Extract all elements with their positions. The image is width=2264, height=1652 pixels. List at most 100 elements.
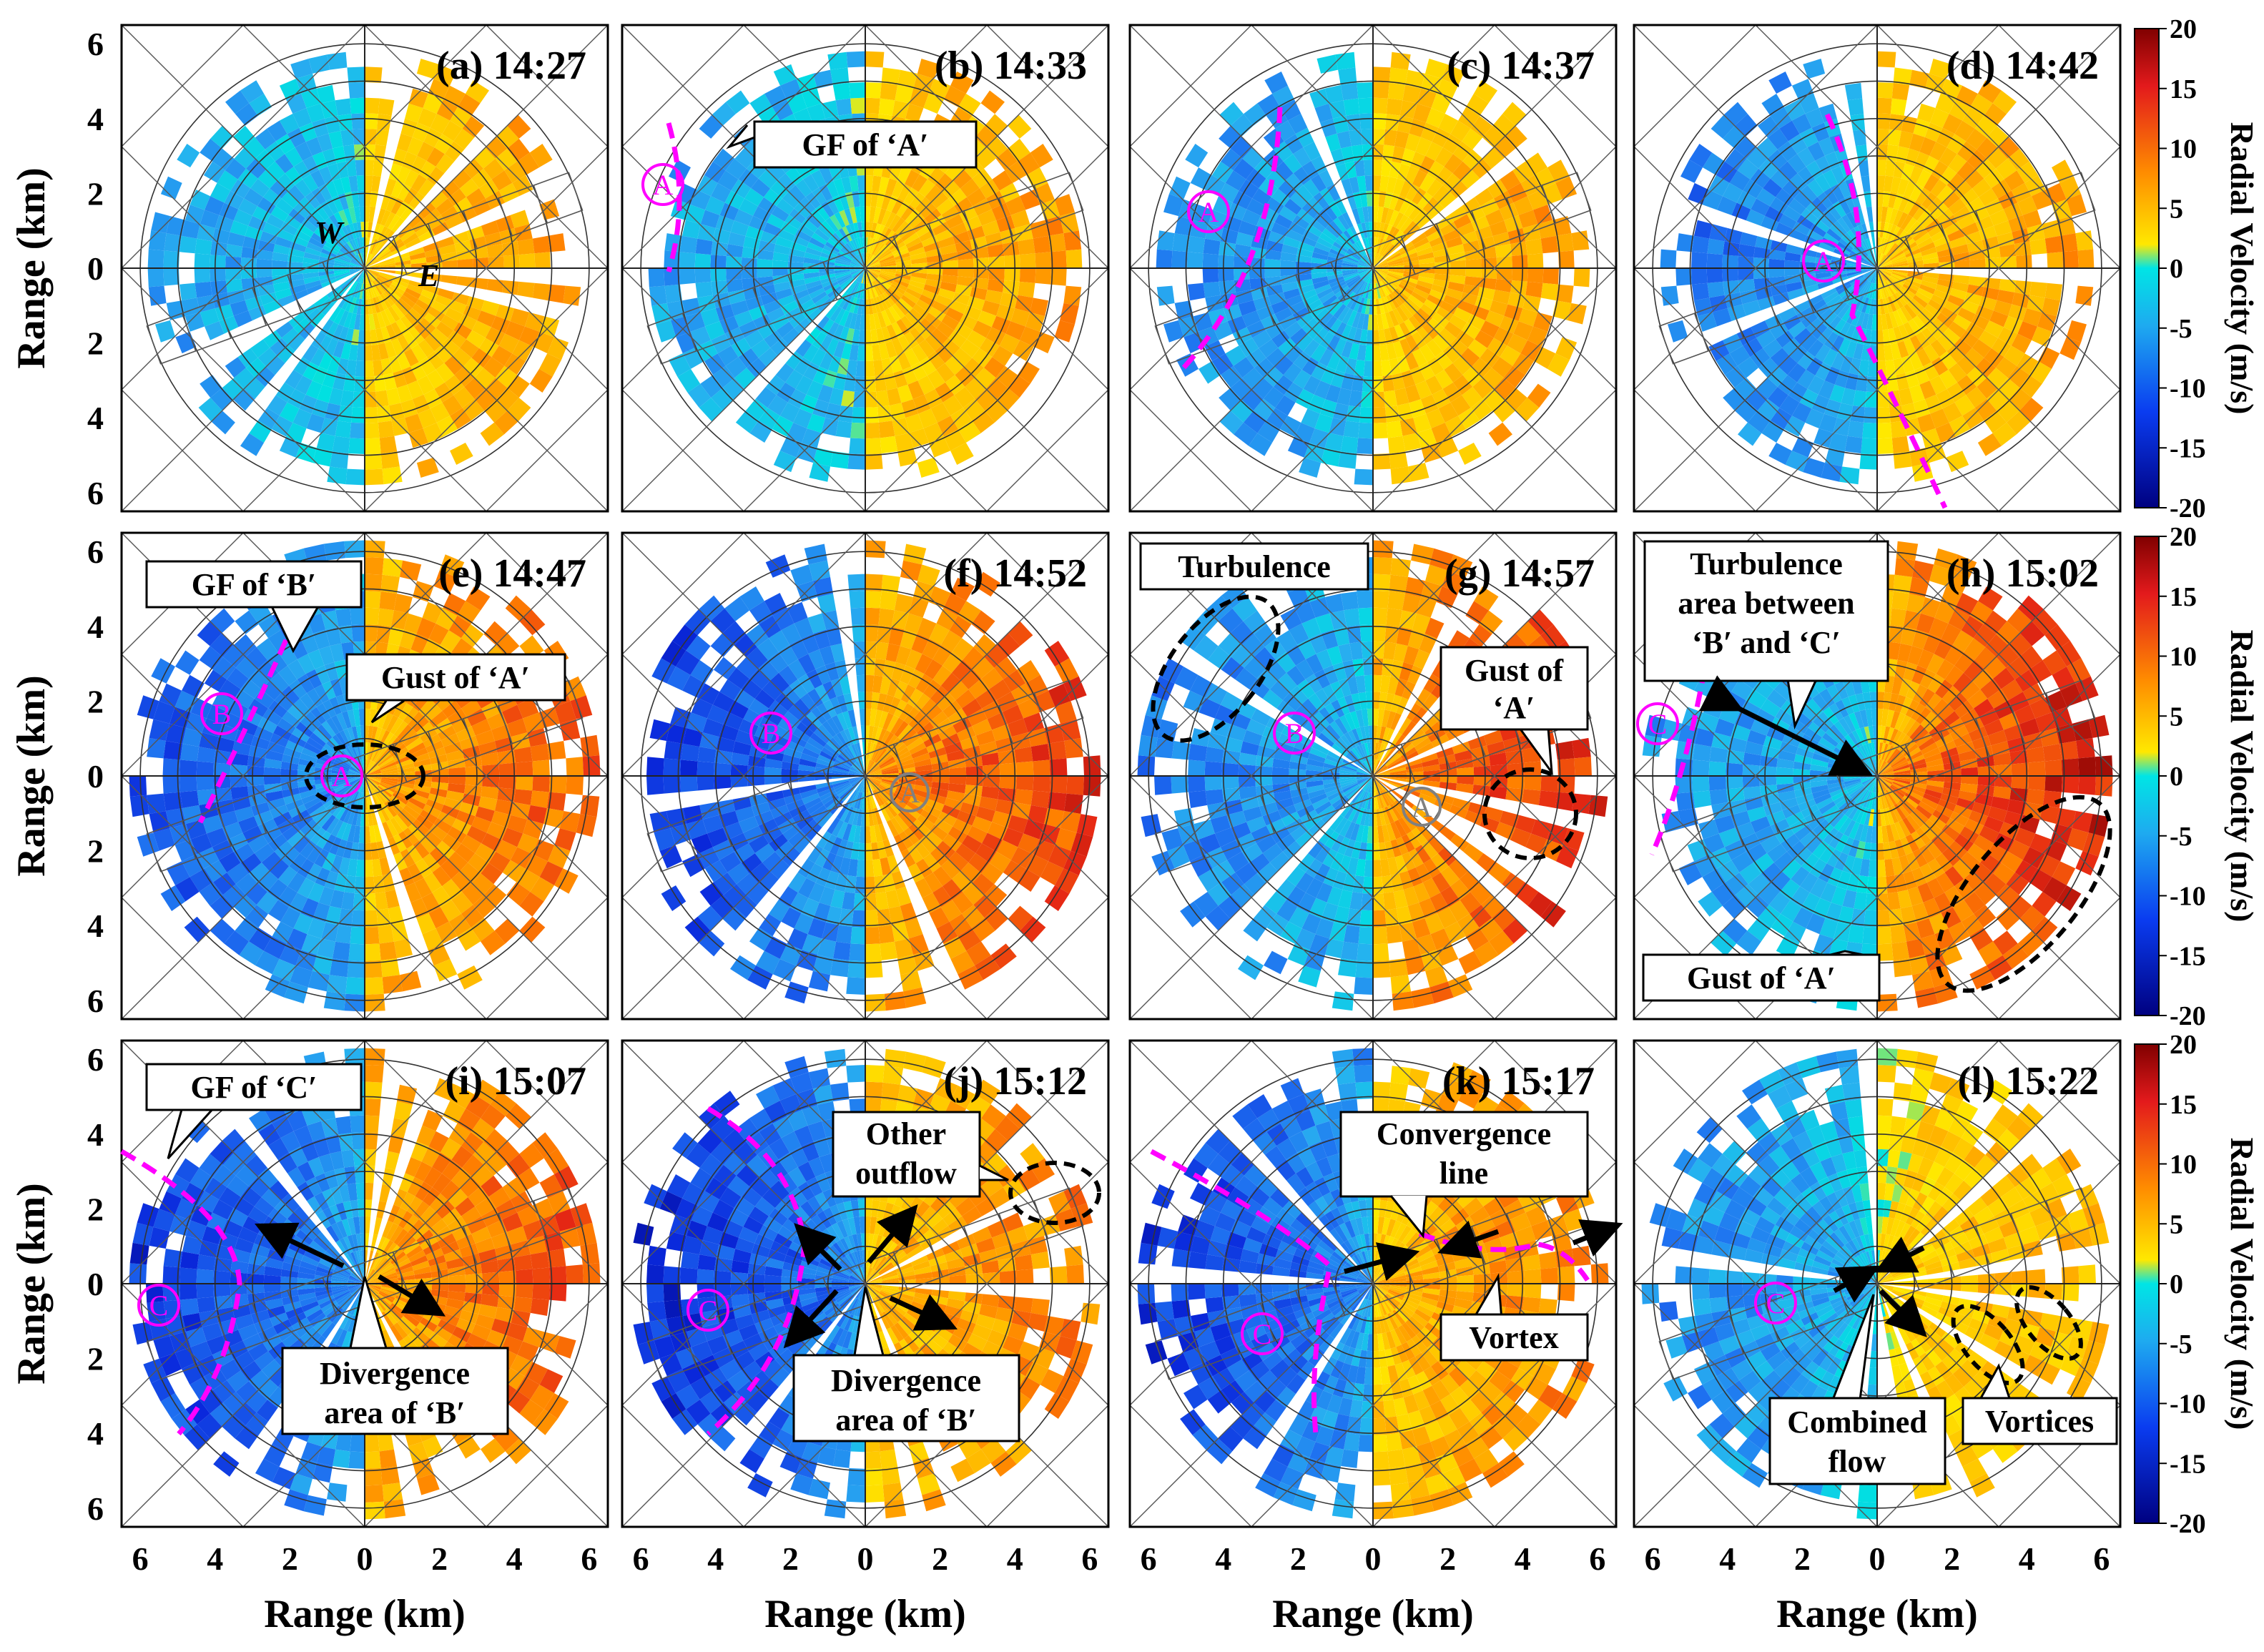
velocity-cell xyxy=(380,436,397,453)
velocity-cell xyxy=(1157,286,1175,306)
velocity-cell xyxy=(1373,82,1389,99)
velocity-cell xyxy=(1527,268,1544,283)
velocity-cell xyxy=(1541,236,1558,253)
velocity-cell xyxy=(1264,268,1280,277)
velocity-cell xyxy=(195,253,211,268)
velocity-cell xyxy=(695,253,712,268)
velocity-cell xyxy=(772,260,788,268)
velocity-cell xyxy=(1344,99,1360,116)
velocity-cell xyxy=(696,282,713,298)
velocity-cell xyxy=(865,658,875,675)
velocity-cell xyxy=(836,99,852,116)
velocity-cell xyxy=(1063,230,1081,250)
velocity-cell xyxy=(179,283,197,300)
velocity-cell xyxy=(1171,250,1188,268)
velocity-cell xyxy=(865,361,875,377)
velocity-cell xyxy=(2016,255,2032,268)
velocity-cell xyxy=(857,175,865,191)
velocity-cell xyxy=(180,791,199,809)
velocity-cell xyxy=(256,259,272,268)
velocity-cell xyxy=(535,252,551,268)
velocity-cell xyxy=(179,236,197,253)
velocity-cell xyxy=(327,52,347,70)
velocity-cell xyxy=(324,991,346,1011)
velocity-cell xyxy=(365,469,383,486)
velocity-cell xyxy=(357,175,365,191)
velocity-cell xyxy=(1020,268,1036,283)
velocity-cell xyxy=(365,977,384,995)
velocity-cell xyxy=(865,98,880,114)
velocity-cell xyxy=(1541,283,1558,300)
velocity-cell xyxy=(880,591,898,610)
velocity-cell xyxy=(1063,286,1081,306)
velocity-cell xyxy=(180,744,199,762)
velocity-cell xyxy=(1877,82,1894,99)
velocity-cell xyxy=(1877,98,1892,114)
velocity-cell xyxy=(649,268,665,287)
velocity-cell xyxy=(1784,268,1800,276)
velocity-cell xyxy=(365,407,378,423)
velocity-cell xyxy=(566,776,584,795)
velocity-cell xyxy=(1848,99,1864,116)
velocity-cell xyxy=(857,345,865,361)
velocity-cell xyxy=(533,236,550,253)
velocity-cell xyxy=(1033,776,1050,792)
velocity-cell xyxy=(327,466,347,484)
velocity-cell xyxy=(1877,51,1896,68)
velocity-cell xyxy=(1157,230,1175,250)
velocity-cell xyxy=(1954,260,1970,268)
velocity-cell xyxy=(197,776,214,791)
velocity-cell xyxy=(958,268,974,277)
velocity-cell xyxy=(1708,282,1725,298)
velocity-cell xyxy=(1388,83,1405,100)
velocity-cell xyxy=(378,99,395,116)
velocity-cell xyxy=(356,860,365,877)
velocity-cell xyxy=(580,735,599,757)
velocity-cell xyxy=(1354,469,1373,486)
velocity-cell xyxy=(448,776,466,785)
velocity-cell xyxy=(836,421,852,438)
velocity-cell xyxy=(350,608,365,625)
velocity-cell xyxy=(1525,282,1542,298)
velocity-cell xyxy=(1877,345,1885,361)
velocity-cell xyxy=(1203,253,1219,268)
velocity-cell xyxy=(879,421,895,438)
velocity-cell xyxy=(865,675,874,692)
velocity-cell xyxy=(1035,252,1052,268)
velocity-cell xyxy=(179,776,197,792)
velocity-cell xyxy=(1388,436,1405,453)
velocity-cell xyxy=(1558,250,1575,268)
velocity-cell xyxy=(346,469,365,486)
velocity-cell xyxy=(757,268,772,277)
velocity-cell xyxy=(345,977,365,995)
velocity-cell xyxy=(1365,175,1373,191)
velocity-cell xyxy=(1373,67,1391,83)
velocity-cell xyxy=(2075,230,2093,250)
velocity-cell xyxy=(531,744,549,762)
velocity-cell xyxy=(1373,423,1388,439)
velocity-cell xyxy=(365,423,380,439)
velocity-cell xyxy=(448,767,466,776)
velocity-cell xyxy=(1862,423,1877,439)
velocity-cell xyxy=(1768,259,1784,268)
velocity-cell xyxy=(350,927,365,944)
velocity-cell xyxy=(1691,252,1708,268)
velocity-cell xyxy=(1156,250,1173,268)
velocity-cell xyxy=(849,82,865,99)
velocity-cell xyxy=(533,283,550,300)
velocity-cell xyxy=(1373,453,1391,470)
velocity-cell xyxy=(865,175,873,191)
velocity-cell xyxy=(1280,260,1296,268)
velocity-cell xyxy=(365,877,375,894)
velocity-cell xyxy=(1016,776,1033,791)
velocity-cell xyxy=(879,99,895,116)
velocity-cell xyxy=(865,438,882,455)
velocity-cell xyxy=(1784,260,1800,268)
velocity-cell xyxy=(1466,259,1482,268)
velocity-cell xyxy=(1891,99,1907,116)
velocity-cell xyxy=(247,776,264,786)
velocity-cell xyxy=(466,776,483,786)
velocity-cell xyxy=(966,766,983,776)
velocity-cell xyxy=(210,255,225,268)
velocity-cell xyxy=(850,423,865,439)
